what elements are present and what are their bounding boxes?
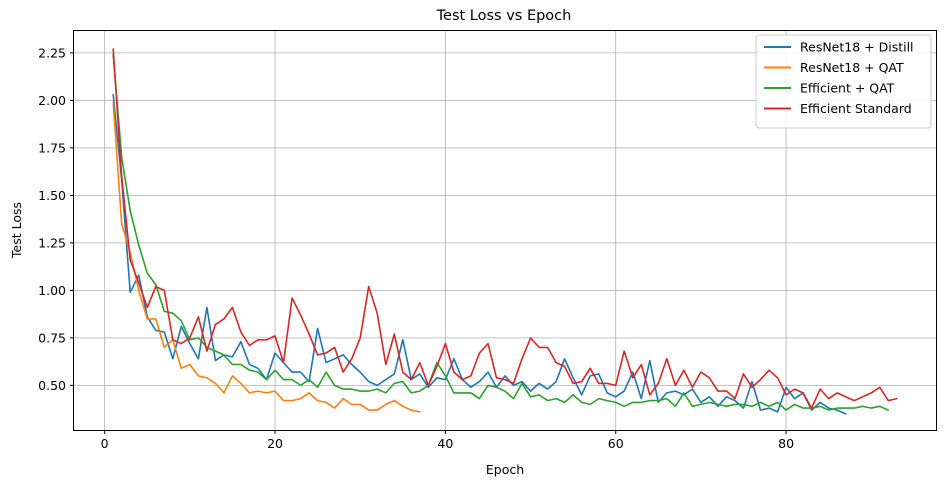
series-line-0	[112, 93, 847, 415]
legend-label: Efficient Standard	[800, 101, 912, 116]
x-axis-label: Epoch	[486, 462, 524, 477]
legend-label: ResNet18 + Distill	[800, 40, 914, 55]
x-tick-label: 0	[101, 436, 109, 451]
y-axis-ticks: 0.50 0.75 1.00 1.25 1.50 1.75 2.00 2.25	[38, 45, 74, 393]
grid-lines	[74, 31, 936, 430]
series-line-2	[112, 53, 890, 411]
y-tick-label: 2.00	[38, 93, 66, 108]
series-line-3	[112, 48, 898, 409]
y-tick-label: 0.75	[38, 330, 66, 345]
x-tick-label: 80	[778, 436, 794, 451]
y-tick-label: 1.25	[38, 235, 66, 250]
y-tick-label: 0.50	[38, 378, 66, 393]
x-tick-label: 60	[608, 436, 624, 451]
y-axis-label: Test Loss	[9, 202, 24, 259]
legend-label: Efficient + QAT	[800, 81, 895, 96]
plot-frame	[73, 30, 937, 431]
series-lines	[112, 48, 898, 415]
x-tick-label: 20	[267, 436, 283, 451]
legend: ResNet18 + Distill ResNet18 + QAT Efficien…	[755, 34, 932, 129]
y-tick-label: 2.25	[38, 45, 66, 60]
y-tick-label: 1.00	[38, 283, 66, 298]
series-line-1	[112, 101, 421, 413]
x-tick-label: 40	[437, 436, 453, 451]
y-tick-label: 1.50	[38, 188, 66, 203]
legend-label: ResNet18 + QAT	[800, 60, 904, 75]
chart-title: Test Loss vs Epoch	[436, 8, 572, 24]
x-axis-ticks: 0 20 40 60 80	[101, 430, 794, 451]
y-tick-label: 1.75	[38, 140, 66, 155]
legend-box	[755, 34, 932, 129]
